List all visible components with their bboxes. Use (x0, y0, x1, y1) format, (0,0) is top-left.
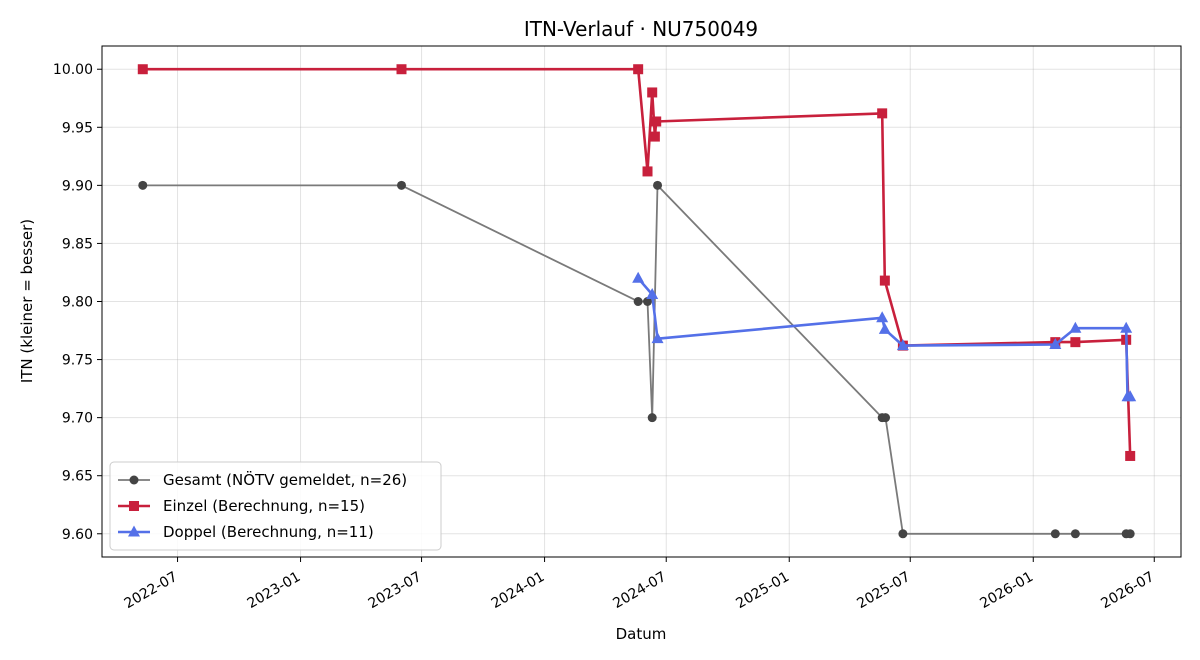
data-point (651, 332, 664, 344)
chart-title: ITN-Verlauf · NU750049 (524, 17, 758, 41)
data-point (646, 288, 659, 300)
legend-item: Gesamt (NÖTV gemeldet, n=26) (118, 470, 407, 489)
series-1 (138, 180, 1135, 539)
x-axis-label: Datum (616, 625, 667, 643)
y-axis: 9.60 9.65 9.70 9.75 9.80 9.85 9.90 9.95 10.00 (53, 62, 102, 543)
series-2 (137, 64, 1136, 461)
data-point (647, 87, 658, 98)
data-point (896, 339, 909, 351)
legend: Gesamt (NÖTV gemeldet, n=26) Einzel (Bere… (109, 461, 442, 551)
y-tick-label: 9.60 (62, 527, 93, 543)
data-point (396, 180, 406, 190)
y-tick-label: 9.85 (62, 236, 93, 252)
data-point (1070, 337, 1081, 348)
data-point (1124, 390, 1137, 402)
data-point (1070, 529, 1080, 539)
data-point (1050, 529, 1060, 539)
x-tick-label: 2025-07 (854, 569, 913, 612)
data-point (1120, 321, 1133, 333)
data-point (138, 180, 148, 190)
y-tick-label: 9.70 (62, 411, 93, 427)
data-point (877, 108, 888, 119)
legend-label: Gesamt (NÖTV gemeldet, n=26) (163, 470, 407, 489)
x-tick-label: 2025-01 (733, 569, 792, 612)
data-point (876, 311, 889, 323)
data-point (647, 413, 657, 423)
data-point (649, 131, 660, 142)
data-point (881, 413, 891, 423)
y-tick-label: 10.00 (53, 62, 93, 78)
data-point (651, 116, 662, 127)
x-tick-label: 2024-01 (489, 569, 548, 612)
series-3 (632, 271, 1137, 402)
x-tick-label: 2026-07 (1098, 569, 1157, 612)
data-point (898, 529, 908, 539)
legend-swatch-marker (129, 475, 139, 485)
y-tick-label: 9.80 (62, 295, 93, 311)
y-tick-label: 9.75 (62, 353, 93, 369)
legend-label: Doppel (Berechnung, n=11) (163, 523, 374, 541)
legend-item: Doppel (Berechnung, n=11) (118, 523, 374, 541)
legend-box (109, 461, 442, 551)
data-point (633, 297, 643, 306)
data-point (879, 275, 890, 286)
y-tick-label: 9.90 (62, 178, 93, 194)
data-point (632, 271, 645, 283)
x-tick-label: 2022-07 (122, 569, 181, 612)
y-tick-label: 9.95 (62, 120, 93, 136)
data-point (137, 64, 148, 75)
legend-item: Einzel (Berechnung, n=15) (118, 497, 365, 515)
x-tick-label: 2024-07 (610, 569, 669, 612)
legend-swatch-marker (128, 525, 140, 537)
x-tick-label: 2023-07 (366, 569, 425, 612)
data-point (642, 166, 653, 177)
legend-swatch-marker (129, 501, 139, 511)
data-point (396, 64, 407, 75)
x-axis: 2022-07 2023-01 2023-07 2024-01 2024-07 2025-… (122, 557, 1157, 612)
data-point (643, 297, 653, 306)
data-point (653, 180, 663, 190)
data-point (1125, 450, 1136, 461)
data-point (1125, 529, 1135, 539)
x-tick-label: 2023-01 (245, 569, 304, 612)
x-tick-label: 2026-01 (977, 569, 1036, 612)
data-point (1069, 321, 1082, 333)
data-point (878, 322, 891, 334)
y-tick-label: 9.65 (62, 469, 93, 485)
series-layer (137, 64, 1137, 539)
legend-label: Einzel (Berechnung, n=15) (163, 497, 365, 515)
data-point (1049, 337, 1062, 349)
data-point (633, 64, 644, 75)
y-axis-label: ITN (kleiner = besser) (18, 219, 36, 383)
